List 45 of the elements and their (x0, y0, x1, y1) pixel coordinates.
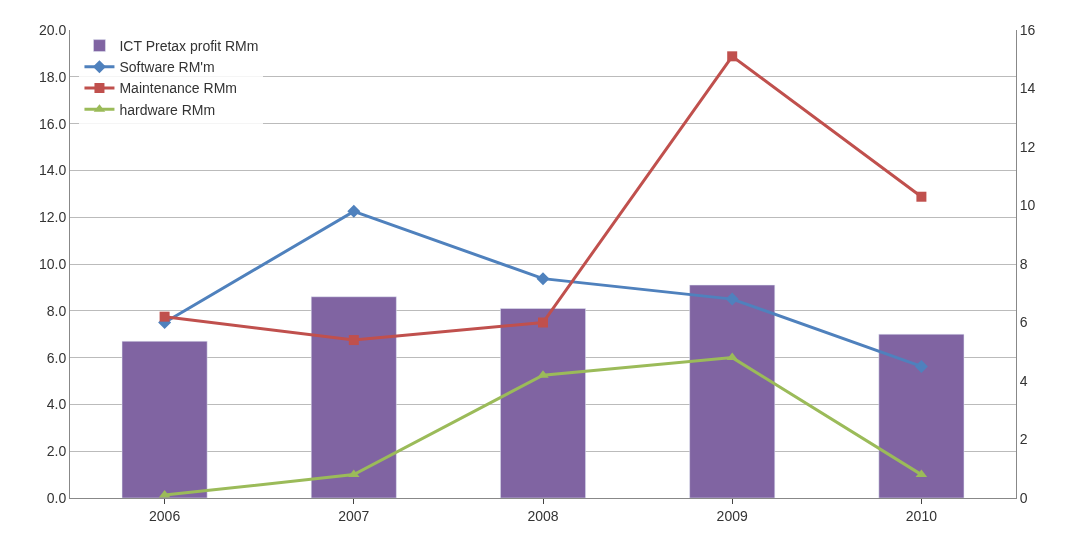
x-tick-label: 2008 (527, 507, 559, 524)
x-tick-label: 2007 (338, 507, 370, 524)
point (348, 469, 360, 478)
legend-label: hardware RMm (119, 101, 216, 118)
legend-label: Maintenance RMm (119, 80, 237, 97)
point (914, 359, 928, 373)
y2-tick-label: 2 (1019, 431, 1028, 448)
y2-tick-label: 14 (1019, 80, 1036, 97)
bar (878, 333, 965, 498)
y-tick-label: 14.0 (38, 162, 67, 179)
y-tick-label: 16.0 (38, 115, 67, 132)
bar (121, 340, 208, 498)
bar (500, 308, 586, 498)
y-tick-label: 2.0 (46, 443, 67, 460)
y2-tick-label: 12 (1019, 138, 1036, 155)
y2-tick-label: 8 (1019, 255, 1028, 272)
point (159, 311, 170, 322)
point (348, 335, 359, 346)
x-tick-label: 2009 (716, 507, 748, 524)
x-tick-label: 2006 (149, 507, 181, 524)
x-tick-label: 2010 (905, 507, 938, 524)
bar (689, 284, 776, 498)
point (347, 204, 361, 218)
y2-tick-label: 16 (1019, 21, 1036, 38)
legend-label: ICT Pretax profit RMm (119, 38, 259, 55)
y-tick-label: 0.0 (46, 489, 67, 506)
point (727, 51, 738, 62)
y-tick-label: 6.0 (46, 349, 67, 366)
y-tick-label: 8.0 (46, 302, 67, 319)
point (916, 191, 927, 202)
y-tick-label: 10.0 (38, 255, 67, 272)
legend-label: Software RM'm (119, 59, 215, 76)
point (726, 352, 738, 361)
point (538, 317, 548, 328)
y-tick-label: 4.0 (46, 396, 67, 413)
y-tick-label: 20.0 (38, 21, 67, 38)
y2-tick-label: 6 (1019, 314, 1028, 331)
point (725, 292, 739, 306)
y-tick-label: 18.0 (38, 68, 67, 85)
bar (310, 296, 397, 498)
y2-tick-label: 4 (1019, 372, 1028, 389)
y2-tick-label: 0 (1019, 489, 1028, 506)
y2-tick-label: 10 (1019, 197, 1036, 214)
point (536, 272, 550, 286)
y-tick-label: 12.0 (38, 209, 67, 226)
